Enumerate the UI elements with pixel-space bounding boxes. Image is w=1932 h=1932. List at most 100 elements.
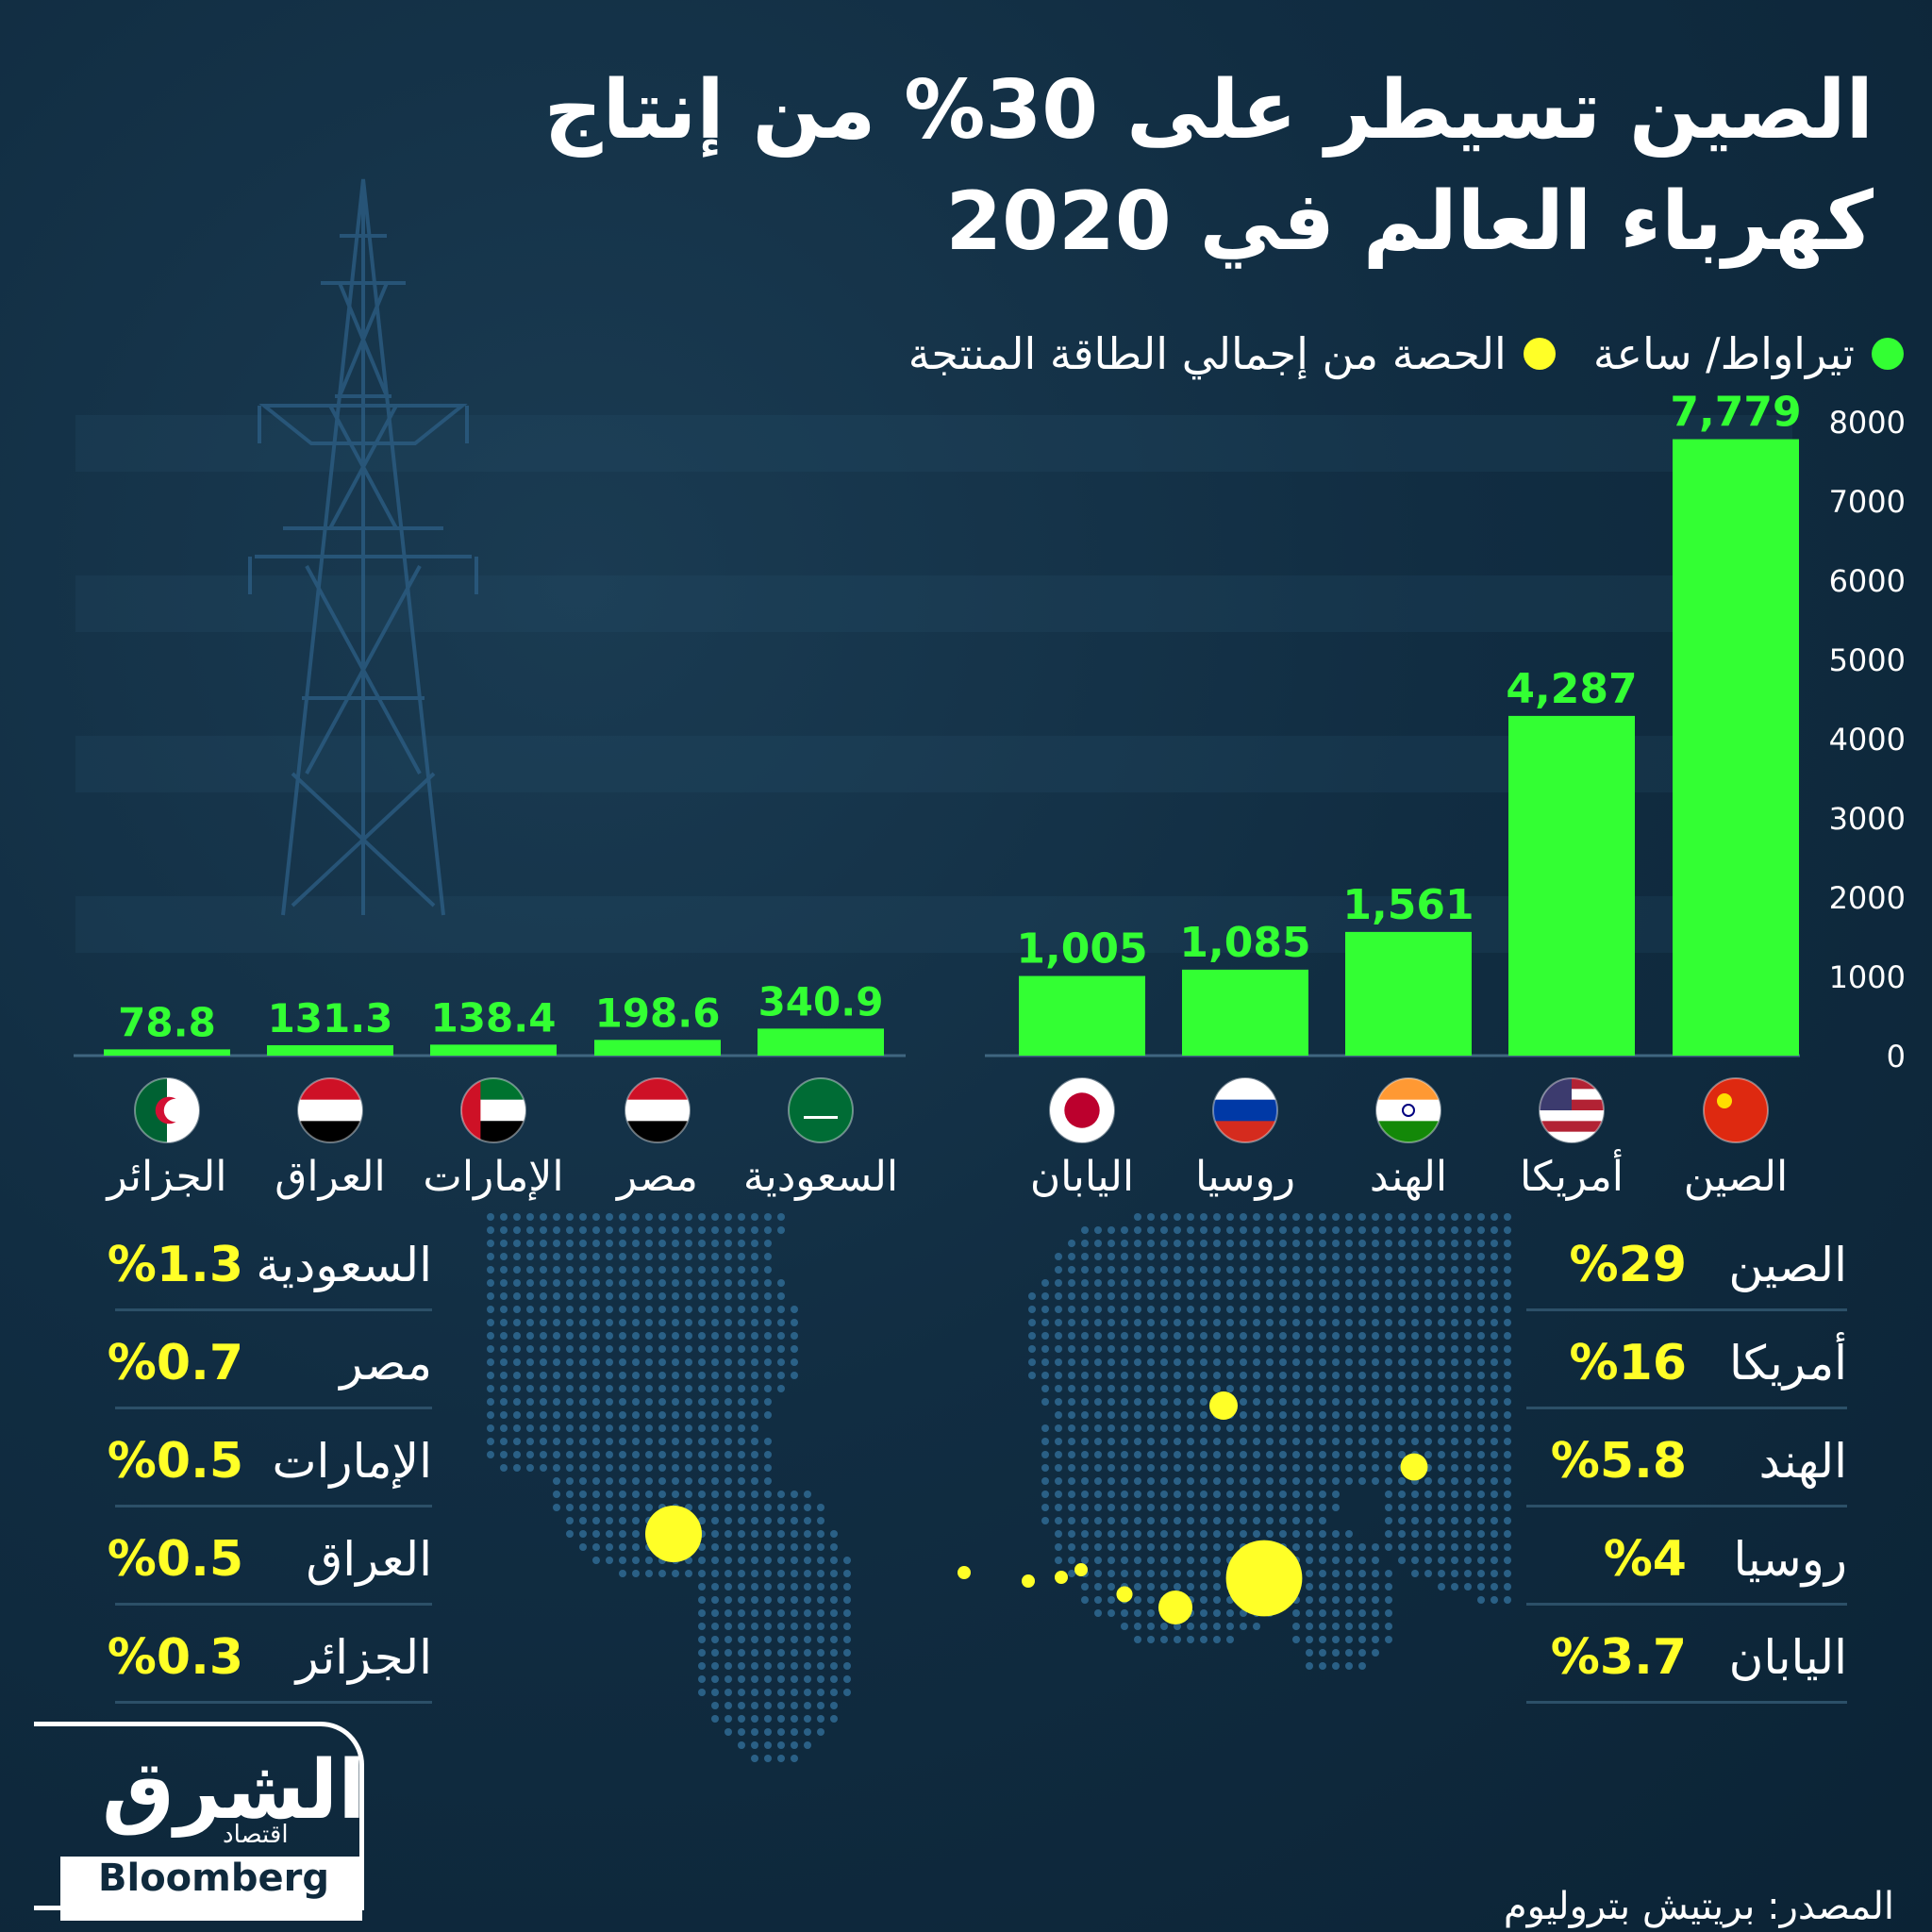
share-country: روسيا bbox=[1733, 1532, 1847, 1587]
world-map-dots bbox=[487, 1213, 1511, 1762]
share-bubble bbox=[1158, 1590, 1193, 1625]
y-tick-label: 2000 bbox=[1829, 880, 1906, 916]
category-label: السعودية bbox=[743, 1153, 898, 1201]
bar bbox=[1345, 931, 1472, 1056]
share-value: %29 bbox=[1569, 1237, 1687, 1293]
category-label: مصر bbox=[615, 1153, 698, 1201]
logo-partner-text: Bloomberg bbox=[98, 1857, 329, 1900]
y-tick-label: 1000 bbox=[1829, 959, 1906, 995]
usa-flag-icon bbox=[1539, 1077, 1605, 1143]
share-bubble bbox=[1400, 1453, 1428, 1481]
share-value: %3.7 bbox=[1550, 1629, 1687, 1686]
share-value: %4 bbox=[1603, 1531, 1687, 1588]
legend-label-share: الحصة من إجمالي الطاقة المنتجة bbox=[908, 328, 1507, 379]
share-row: الهند %5.8 bbox=[1526, 1418, 1847, 1507]
share-row: العراق %0.5 bbox=[108, 1516, 432, 1606]
category-label: الصين bbox=[1684, 1153, 1789, 1201]
bar bbox=[1673, 439, 1799, 1057]
share-bubble bbox=[958, 1566, 971, 1579]
saudi-flag-icon bbox=[788, 1077, 854, 1143]
legend-label-twh: تيراواط/ ساعة bbox=[1592, 328, 1855, 379]
bar-chart: 0 1000 2000 3000 4000 5000 6000 7000 8000 7,779 ال… bbox=[74, 389, 1906, 1201]
yellow-dot-icon bbox=[1523, 338, 1556, 370]
category-label: الهند bbox=[1370, 1153, 1447, 1201]
legend-item-share: الحصة من إجمالي الطاقة المنتجة bbox=[908, 328, 1556, 379]
share-bubble bbox=[645, 1506, 702, 1562]
share-country: الصين bbox=[1728, 1238, 1847, 1292]
bar-value-label: 4,287 bbox=[1506, 665, 1637, 713]
bar bbox=[1182, 969, 1308, 1056]
share-bubble bbox=[1209, 1391, 1238, 1420]
category-label: العراق bbox=[275, 1153, 386, 1201]
bar-value-label: 340.9 bbox=[758, 978, 884, 1024]
share-value: %5.8 bbox=[1550, 1433, 1687, 1490]
y-tick-label: 5000 bbox=[1829, 642, 1906, 678]
share-row: اليابان %3.7 bbox=[1526, 1614, 1847, 1704]
map-bubbles bbox=[645, 1391, 1428, 1625]
y-tick-label: 3000 bbox=[1829, 801, 1906, 837]
pylon-icon bbox=[248, 178, 478, 916]
category-label: أمريكا bbox=[1520, 1149, 1624, 1201]
y-tick-label: 7000 bbox=[1829, 484, 1906, 520]
bar-value-label: 138.4 bbox=[431, 994, 557, 1041]
bar bbox=[758, 1028, 884, 1056]
share-bubble bbox=[1225, 1540, 1303, 1617]
share-bubble bbox=[1055, 1571, 1068, 1584]
bar bbox=[594, 1040, 721, 1056]
logo-main-text: الشرق bbox=[102, 1743, 366, 1838]
share-value: %0.3 bbox=[107, 1629, 243, 1686]
share-value: %1.3 bbox=[107, 1237, 243, 1293]
share-country: العراق bbox=[306, 1532, 432, 1587]
share-value: %0.5 bbox=[107, 1531, 243, 1588]
bar-value-label: 78.8 bbox=[118, 999, 216, 1045]
category-label: الإمارات bbox=[423, 1153, 563, 1201]
bar bbox=[104, 1049, 230, 1056]
bar-value-label: 7,779 bbox=[1670, 389, 1801, 437]
china-flag-icon bbox=[1703, 1077, 1769, 1143]
india-flag-icon bbox=[1375, 1077, 1441, 1143]
share-country: أمريكا bbox=[1728, 1336, 1847, 1391]
bar-value-label: 1,561 bbox=[1342, 881, 1474, 929]
bar-value-label: 1,085 bbox=[1179, 919, 1310, 967]
y-tick-label: 8000 bbox=[1829, 405, 1906, 441]
bar bbox=[430, 1044, 557, 1056]
share-row: الجزائر %0.3 bbox=[108, 1614, 432, 1704]
share-row: الإمارات %0.5 bbox=[108, 1418, 432, 1507]
legend: تيراواط/ ساعة الحصة من إجمالي الطاقة الم… bbox=[908, 321, 1904, 387]
share-bubble bbox=[1022, 1574, 1035, 1588]
share-country: السعودية bbox=[256, 1238, 432, 1292]
y-tick-label: 0 bbox=[1887, 1039, 1906, 1074]
logo-partner-plate bbox=[60, 1857, 362, 1921]
share-country: الجزائر bbox=[295, 1630, 432, 1685]
category-label: اليابان bbox=[1030, 1153, 1134, 1201]
iraq-flag-icon bbox=[297, 1077, 363, 1143]
y-tick-label: 4000 bbox=[1829, 722, 1906, 758]
bar bbox=[1508, 715, 1635, 1056]
share-value: %0.7 bbox=[107, 1335, 243, 1391]
bar-value-label: 131.3 bbox=[268, 995, 393, 1041]
category-label: روسيا bbox=[1195, 1153, 1295, 1201]
legend-item-twh: تيراواط/ ساعة bbox=[1593, 328, 1904, 379]
russia-flag-icon bbox=[1212, 1077, 1278, 1143]
share-country: الهند bbox=[1758, 1434, 1847, 1489]
logo-sub-text: اقتصاد bbox=[223, 1821, 289, 1849]
share-row: أمريكا %16 bbox=[1526, 1320, 1847, 1409]
egypt-flag-icon bbox=[625, 1077, 691, 1143]
share-country: الإمارات bbox=[272, 1434, 432, 1489]
share-value: %16 bbox=[1569, 1335, 1687, 1391]
y-tick-label: 6000 bbox=[1829, 563, 1906, 599]
share-row: روسيا %4 bbox=[1526, 1516, 1847, 1606]
bar-value-label: 1,005 bbox=[1016, 925, 1147, 974]
share-country: مصر bbox=[340, 1336, 432, 1391]
bar bbox=[267, 1044, 393, 1056]
share-row: الصين %29 bbox=[1526, 1222, 1847, 1311]
algeria-flag-icon bbox=[134, 1077, 200, 1143]
green-dot-icon bbox=[1872, 338, 1904, 370]
share-bubble bbox=[1074, 1563, 1088, 1576]
share-country: اليابان bbox=[1728, 1630, 1847, 1685]
uae-flag-icon bbox=[460, 1077, 526, 1143]
bar bbox=[1019, 975, 1145, 1056]
bar-value-label: 198.6 bbox=[595, 990, 721, 1036]
